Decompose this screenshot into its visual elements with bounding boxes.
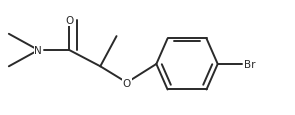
Text: O: O	[123, 78, 131, 88]
Text: Br: Br	[244, 59, 256, 69]
Text: N: N	[35, 46, 42, 56]
Text: O: O	[65, 16, 73, 26]
